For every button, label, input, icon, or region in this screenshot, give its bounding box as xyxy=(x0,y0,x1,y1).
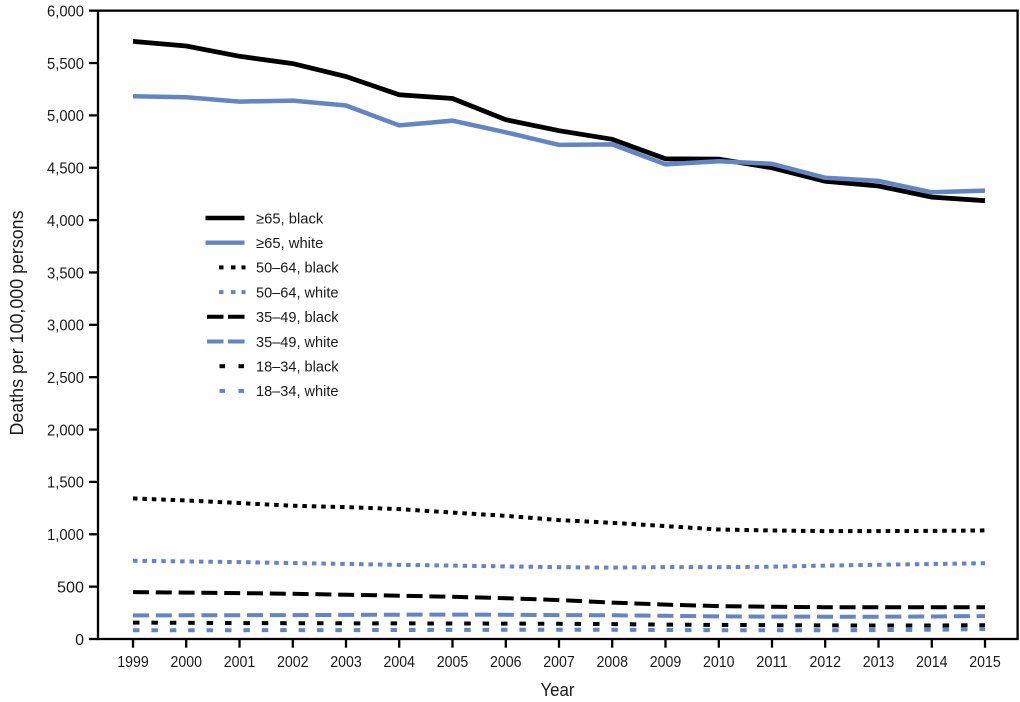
svg-text:18–34, black: 18–34, black xyxy=(256,359,339,376)
svg-text:1,500: 1,500 xyxy=(47,475,84,492)
svg-text:50–64, black: 50–64, black xyxy=(256,260,339,277)
svg-text:3,000: 3,000 xyxy=(47,318,84,335)
svg-text:2006: 2006 xyxy=(490,654,522,671)
svg-text:18–34, white: 18–34, white xyxy=(256,383,339,400)
svg-text:2010: 2010 xyxy=(703,654,735,671)
svg-text:2012: 2012 xyxy=(809,654,841,671)
svg-text:1,000: 1,000 xyxy=(47,527,84,544)
svg-text:≥65, black: ≥65, black xyxy=(256,210,324,227)
svg-text:2009: 2009 xyxy=(650,654,682,671)
svg-text:5,000: 5,000 xyxy=(47,108,84,125)
svg-text:2003: 2003 xyxy=(330,654,362,671)
svg-text:Year: Year xyxy=(541,680,575,700)
svg-text:≥65, white: ≥65, white xyxy=(256,235,323,252)
svg-text:2015: 2015 xyxy=(969,654,1001,671)
svg-text:2000: 2000 xyxy=(170,654,202,671)
svg-text:2005: 2005 xyxy=(437,654,469,671)
svg-text:2007: 2007 xyxy=(543,654,575,671)
svg-text:2011: 2011 xyxy=(756,654,788,671)
svg-text:2,000: 2,000 xyxy=(47,422,84,439)
svg-text:3,500: 3,500 xyxy=(47,265,84,282)
svg-text:1999: 1999 xyxy=(117,654,149,671)
svg-text:Deaths per 100,000 persons: Deaths per 100,000 persons xyxy=(7,211,27,436)
svg-text:35–49, black: 35–49, black xyxy=(256,309,339,326)
svg-text:50–64, white: 50–64, white xyxy=(256,284,339,301)
svg-text:2001: 2001 xyxy=(224,654,256,671)
svg-text:0: 0 xyxy=(75,632,84,649)
svg-text:35–49, white: 35–49, white xyxy=(256,334,339,351)
svg-text:4,500: 4,500 xyxy=(47,161,84,178)
svg-text:2014: 2014 xyxy=(916,654,948,671)
svg-text:2008: 2008 xyxy=(596,654,628,671)
svg-text:6,000: 6,000 xyxy=(47,3,84,20)
svg-text:2013: 2013 xyxy=(863,654,895,671)
svg-text:4,000: 4,000 xyxy=(47,213,84,230)
svg-text:500: 500 xyxy=(57,579,84,596)
svg-text:2,500: 2,500 xyxy=(47,370,84,387)
svg-text:2004: 2004 xyxy=(383,654,415,671)
svg-text:2002: 2002 xyxy=(277,654,309,671)
svg-text:5,500: 5,500 xyxy=(47,56,84,73)
